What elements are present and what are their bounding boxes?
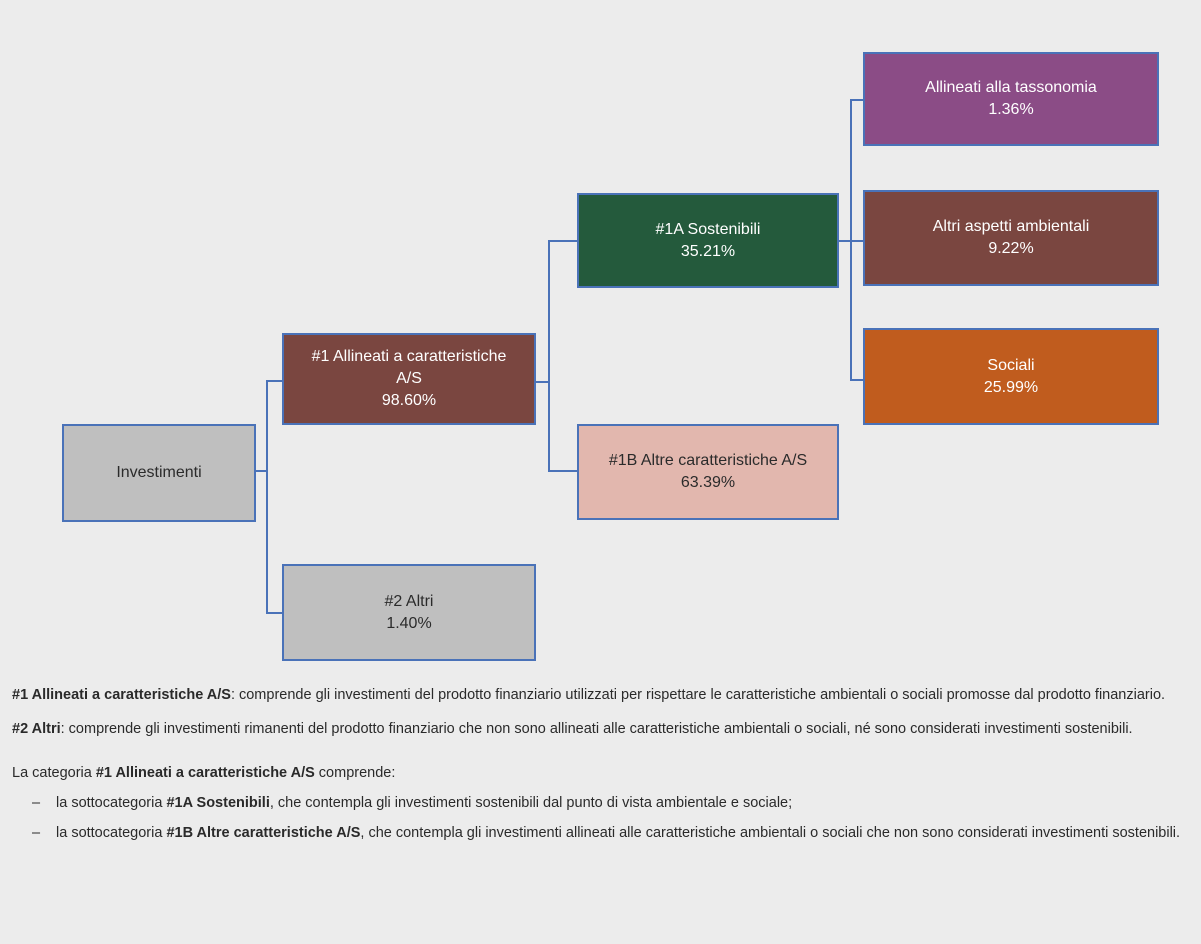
node-sociali: Sociali 25.99% <box>863 328 1159 425</box>
connector-to-altri <box>266 612 283 614</box>
category-intro: La categoria #1 Allineati a caratteristi… <box>12 762 1187 784</box>
node-investimenti-label: Investimenti <box>116 464 202 481</box>
node-sostenibili-value: 35.21% <box>680 242 736 260</box>
node-altri-ambientali-label: Altri aspetti ambientali <box>932 218 1090 235</box>
list-item-suffix: , che contempla gli investimenti allinea… <box>360 825 1181 841</box>
node-tassonomia-value: 1.36% <box>988 101 1034 118</box>
node-investimenti: Investimenti <box>62 424 256 522</box>
connector-allineati-out <box>534 381 550 383</box>
connector-root-out <box>254 470 268 472</box>
connector-sostenibili-out <box>837 240 852 242</box>
bullet-dash: – <box>32 795 41 811</box>
category-intro-term: #1 Allineati a caratteristiche A/S <box>95 765 315 781</box>
node-allineati-line2: A/S <box>396 370 422 387</box>
list-item-term: #1B Altre caratteristiche A/S <box>166 825 361 841</box>
node-tassonomia: Allineati alla tassonomia 1.36% <box>863 52 1159 146</box>
connector-to-sostenibili <box>548 240 578 242</box>
connector-to-sociali <box>850 379 864 381</box>
list-item: – la sottocategoria #1B Altre caratteris… <box>12 822 1187 844</box>
node-altre-caratteristiche-label: #1B Altre caratteristiche A/S <box>608 452 808 469</box>
node-tassonomia-label: Allineati alla tassonomia <box>925 79 1097 96</box>
list-item: – la sottocategoria #1A Sostenibili, che… <box>12 792 1187 814</box>
category-intro-prefix: La categoria <box>12 765 96 781</box>
node-altre-caratteristiche: #1B Altre caratteristiche A/S 63.39% <box>577 424 839 520</box>
definition-altri: #2 Altri: comprende gli investimenti rim… <box>12 718 1187 740</box>
node-sociali-label: Sociali <box>987 356 1035 374</box>
node-altre-caratteristiche-value: 63.39% <box>680 474 736 491</box>
node-altri-ambientali: Altri aspetti ambientali 9.22% <box>863 190 1159 286</box>
definition-allineati: #1 Allineati a caratteristiche A/S: comp… <box>12 684 1187 706</box>
connector-to-altri-ambientali <box>850 240 864 242</box>
definition-altri-text: : comprende gli investimenti rimanenti d… <box>60 721 1133 737</box>
category-intro-suffix: comprende: <box>314 765 396 781</box>
connector-to-allineati <box>266 380 283 382</box>
definition-altri-term: #2 Altri <box>12 721 61 737</box>
node-allineati-value: 98.60% <box>381 392 437 409</box>
connector-allineati-vertical <box>548 240 550 472</box>
list-item-term: #1A Sostenibili <box>166 795 270 811</box>
investment-allocation-diagram: Investimenti #1 Allineati a caratteristi… <box>62 52 1159 661</box>
connector-root-vertical <box>266 380 268 614</box>
node-allineati-line1: #1 Allineati a caratteristiche <box>311 348 507 365</box>
node-sostenibili-label: #1A Sostenibili <box>655 220 761 238</box>
node-allineati: #1 Allineati a caratteristiche A/S 98.60… <box>282 333 536 425</box>
definition-allineati-term: #1 Allineati a caratteristiche A/S <box>12 687 231 703</box>
node-sociali-value: 25.99% <box>983 378 1039 396</box>
node-altri: #2 Altri 1.40% <box>282 564 536 661</box>
node-altri-label: #2 Altri <box>384 592 434 610</box>
list-item-suffix: , che contempla gli investimenti sosteni… <box>269 795 793 811</box>
bullet-dash: – <box>32 825 41 841</box>
definitions-section: #1 Allineati a caratteristiche A/S: comp… <box>12 684 1187 852</box>
definition-allineati-text: : comprende gli investimenti del prodott… <box>230 687 1166 703</box>
connector-to-tassonomia <box>850 99 864 101</box>
node-altri-ambientali-value: 9.22% <box>988 240 1034 257</box>
list-item-prefix: la sottocategoria <box>56 825 167 841</box>
connector-to-altre-caratteristiche <box>548 470 578 472</box>
node-altri-value: 1.40% <box>386 614 432 632</box>
node-sostenibili: #1A Sostenibili 35.21% <box>577 193 839 288</box>
list-item-prefix: la sottocategoria <box>56 795 167 811</box>
